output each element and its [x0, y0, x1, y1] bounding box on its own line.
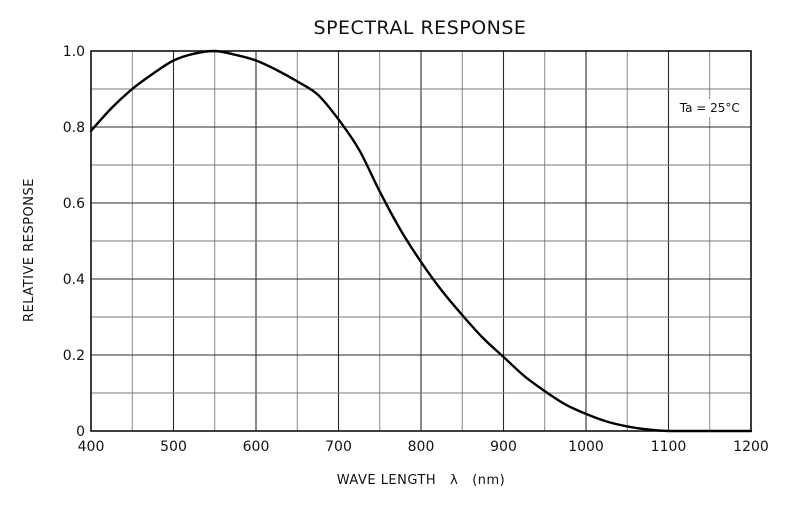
response-curve [89, 49, 753, 433]
temperature-annotation: Ta = 25°C [679, 101, 740, 115]
y-tick-label-0.2: 0.2 [63, 348, 85, 364]
x-tick-label-500: 500 [160, 439, 187, 455]
x-tick-label-1200: 1200 [733, 439, 769, 455]
temperature-annotation-box: Ta = 25°C [673, 99, 746, 117]
x-tick-label-1100: 1100 [651, 439, 687, 455]
y-tick-label-0: 0 [76, 424, 85, 440]
y-tick-label-1.0: 1.0 [63, 44, 85, 60]
y-tick-label-0.8: 0.8 [63, 120, 85, 136]
x-tick-label-400: 400 [78, 439, 105, 455]
y-tick-label-0.6: 0.6 [63, 196, 85, 212]
x-tick-label-600: 600 [243, 439, 270, 455]
x-tick-label-700: 700 [325, 439, 352, 455]
x-tick-label-800: 800 [408, 439, 435, 455]
x-tick-label-1000: 1000 [568, 439, 604, 455]
grid [90, 50, 752, 432]
x-axis-label: WAVE LENGTH λ (nm) [337, 473, 506, 488]
x-tick-label-900: 900 [490, 439, 517, 455]
y-axis-label: RELATIVE RESPONSE [22, 178, 37, 322]
temperature-annotation-background [673, 99, 746, 117]
y-tick-label-0.4: 0.4 [63, 272, 85, 288]
plot-frame [90, 50, 752, 432]
tick-labels: 400 500 600 700 800 900 1000 1100 1200 0 0.2 0.4 0.6… [63, 44, 769, 455]
chart-title: SPECTRAL RESPONSE [314, 17, 527, 39]
